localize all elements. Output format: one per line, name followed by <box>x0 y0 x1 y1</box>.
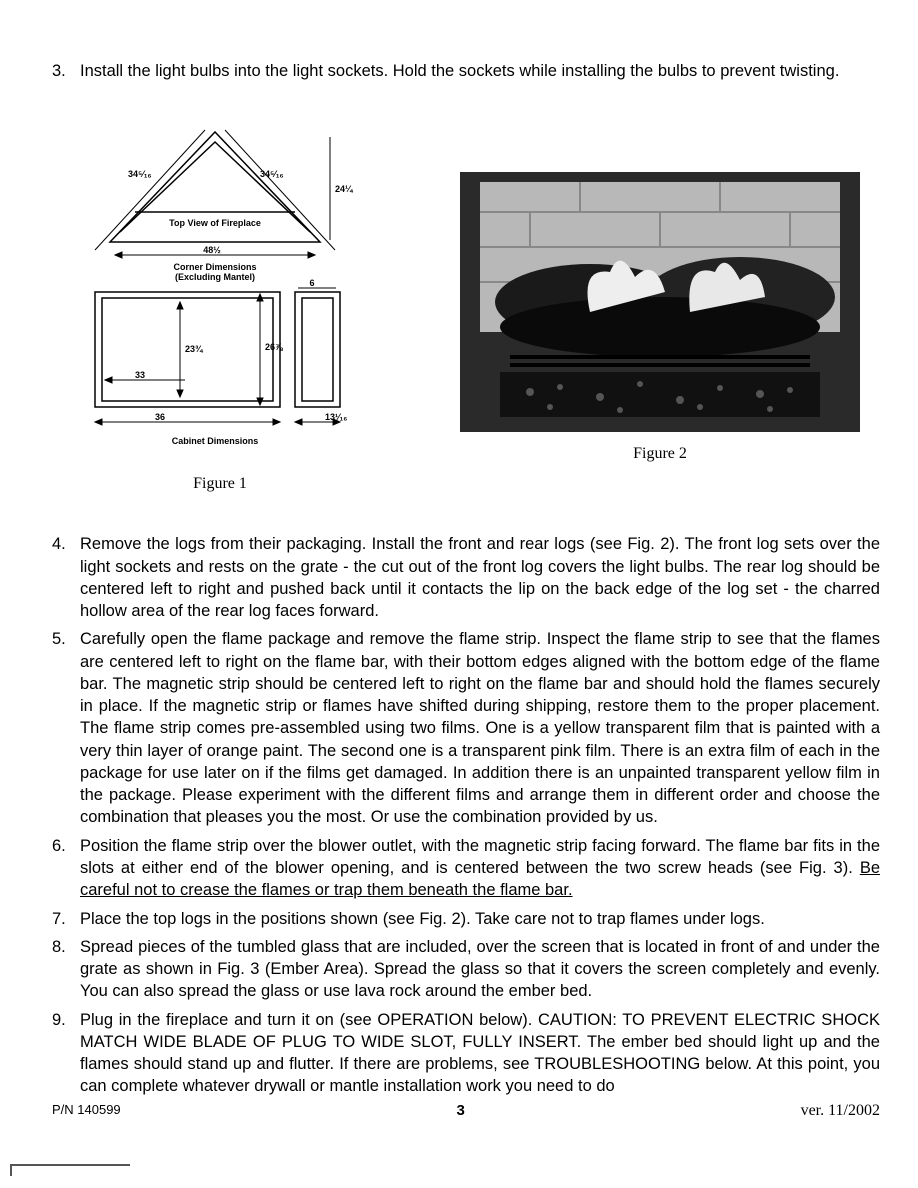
instruction-item-6: 6. Position the flame strip over the blo… <box>52 835 880 902</box>
item-text: Place the top logs in the positions show… <box>80 908 880 930</box>
svg-text:23¾: 23¾ <box>185 344 204 354</box>
figure-1-caption: Figure 1 <box>80 475 360 493</box>
item-text: Install the light bulbs into the light s… <box>80 60 880 82</box>
figures-row: Top View of Fireplace 34⁵⁄₁₆ 34⁵⁄₁₆ 24¼ … <box>80 122 880 493</box>
svg-text:Top View of Fireplace: Top View of Fireplace <box>169 218 261 228</box>
item-number: 4. <box>52 533 80 622</box>
item-number: 3. <box>52 60 80 82</box>
version: ver. 11/2002 <box>801 1102 880 1120</box>
item-text: Carefully open the flame package and rem… <box>80 628 880 828</box>
figure-2-photo <box>460 172 860 432</box>
instruction-item-9: 9. Plug in the fireplace and turn it on … <box>52 1009 880 1098</box>
item-text: Spread pieces of the tumbled glass that … <box>80 936 880 1003</box>
item-text: Position the flame strip over the blower… <box>80 835 880 902</box>
svg-text:34⁵⁄₁₆: 34⁵⁄₁₆ <box>260 169 284 179</box>
svg-text:36: 36 <box>155 412 165 422</box>
item-number: 7. <box>52 908 80 930</box>
scan-corner-mark <box>10 1164 130 1176</box>
item-text: Remove the logs from their packaging. In… <box>80 533 880 622</box>
item-number: 8. <box>52 936 80 1003</box>
svg-text:24¼: 24¼ <box>335 184 354 194</box>
svg-text:48½: 48½ <box>203 245 221 255</box>
svg-text:33: 33 <box>135 370 145 380</box>
svg-text:Cabinet Dimensions: Cabinet Dimensions <box>172 436 259 446</box>
instruction-item-4: 4. Remove the logs from their packaging.… <box>52 533 880 622</box>
item-number: 6. <box>52 835 80 902</box>
instruction-item-3: 3. Install the light bulbs into the ligh… <box>52 60 880 82</box>
item-number: 5. <box>52 628 80 828</box>
part-number: P/N 140599 <box>52 1102 121 1120</box>
figure-1-diagram: Top View of Fireplace 34⁵⁄₁₆ 34⁵⁄₁₆ 24¼ … <box>80 122 360 462</box>
page-number: 3 <box>456 1102 464 1120</box>
svg-text:34⁵⁄₁₆: 34⁵⁄₁₆ <box>128 169 152 179</box>
instruction-item-8: 8. Spread pieces of the tumbled glass th… <box>52 936 880 1003</box>
instruction-item-5: 5. Carefully open the flame package and … <box>52 628 880 828</box>
svg-text:(Excluding Mantel): (Excluding Mantel) <box>175 272 255 282</box>
svg-text:Corner Dimensions: Corner Dimensions <box>173 262 256 272</box>
page-footer: P/N 140599 3 ver. 11/2002 <box>52 1102 880 1120</box>
svg-text:13¹⁄₁₆: 13¹⁄₁₆ <box>325 412 347 422</box>
figure-1: Top View of Fireplace 34⁵⁄₁₆ 34⁵⁄₁₆ 24¼ … <box>80 122 360 493</box>
figure-2-caption: Figure 2 <box>460 445 860 463</box>
svg-text:6: 6 <box>309 278 314 288</box>
item-text: Plug in the fireplace and turn it on (se… <box>80 1009 880 1098</box>
item-number: 9. <box>52 1009 80 1098</box>
svg-text:26⅞: 26⅞ <box>265 342 283 352</box>
figure-2: Figure 2 <box>460 122 860 463</box>
instruction-item-7: 7. Place the top logs in the positions s… <box>52 908 880 930</box>
